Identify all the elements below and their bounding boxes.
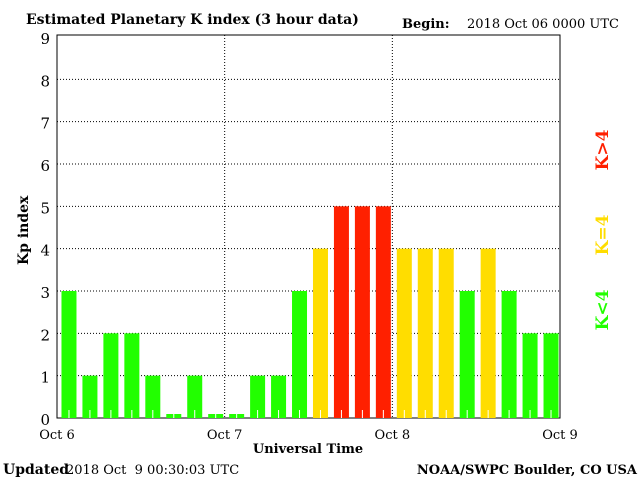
begin-value: 2018 Oct 06 0000 UTC xyxy=(467,17,619,32)
bar xyxy=(375,206,391,418)
bar xyxy=(61,291,77,418)
bar xyxy=(145,375,161,418)
bar xyxy=(501,291,517,418)
legend-item: K=4 xyxy=(593,214,613,255)
bar xyxy=(103,333,119,418)
legend-item: K<4 xyxy=(593,289,613,330)
bar xyxy=(250,375,266,418)
bar xyxy=(543,333,559,418)
y-tick-label: 1 xyxy=(40,369,50,387)
plot-frame xyxy=(56,34,561,419)
bar xyxy=(82,375,98,418)
begin-label: Begin: xyxy=(402,17,450,32)
updated-label: Updated xyxy=(3,462,69,478)
legend-item: K>4 xyxy=(593,129,613,170)
y-tick-label: 6 xyxy=(40,157,50,175)
bar xyxy=(354,206,370,418)
x-tick-label: Oct 8 xyxy=(375,428,411,443)
bar xyxy=(459,291,475,418)
bar xyxy=(480,248,496,418)
bar xyxy=(333,206,349,418)
bar xyxy=(292,291,308,418)
y-tick-label: 4 xyxy=(40,242,50,260)
bar xyxy=(312,248,328,418)
bar xyxy=(271,375,287,418)
bar xyxy=(396,248,412,418)
chart-title: Estimated Planetary K index (3 hour data… xyxy=(26,12,359,28)
bar xyxy=(522,333,538,418)
y-tick-label: 5 xyxy=(40,199,50,217)
x-tick-label: Oct 6 xyxy=(39,428,75,443)
bar xyxy=(187,375,203,418)
y-tick-label: 2 xyxy=(40,326,50,344)
bar xyxy=(417,248,433,418)
y-tick-label: 8 xyxy=(40,72,50,90)
x-axis-label: Universal Time xyxy=(253,442,363,457)
y-tick-label: 3 xyxy=(40,284,50,302)
updated-value: 2018 Oct 9 00:30:03 UTC xyxy=(66,463,239,478)
y-axis-label: Kp index xyxy=(16,195,32,265)
bar xyxy=(438,248,454,418)
y-tick-label: 7 xyxy=(40,115,50,133)
y-tick-label: 9 xyxy=(40,30,50,48)
x-tick-label: Oct 7 xyxy=(207,428,243,443)
bar xyxy=(124,333,140,418)
source-credit: NOAA/SWPC Boulder, CO USA xyxy=(417,463,638,478)
y-tick-label: 0 xyxy=(40,411,50,429)
x-tick-label: Oct 9 xyxy=(542,428,578,443)
